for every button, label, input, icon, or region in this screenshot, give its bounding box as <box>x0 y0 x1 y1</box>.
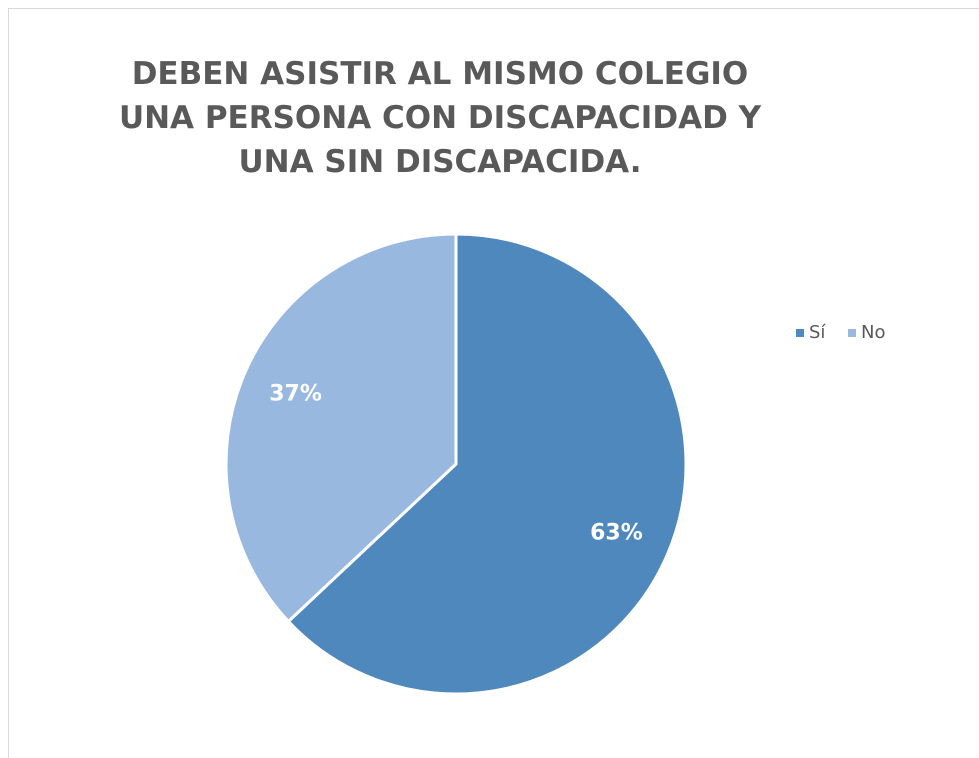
pie-slice <box>224 232 458 624</box>
chart-title: DEBEN ASISTIR AL MISMO COLEGIO UNA PERSO… <box>118 56 762 180</box>
legend-swatch <box>796 329 804 337</box>
pie-slice <box>286 232 688 696</box>
data-label: 37% <box>269 382 322 407</box>
legend-label: Sí <box>809 322 826 343</box>
chart-frame <box>8 8 979 758</box>
legend-label: No <box>861 322 885 343</box>
legend-swatch <box>848 329 856 337</box>
data-label: 63% <box>590 520 643 545</box>
